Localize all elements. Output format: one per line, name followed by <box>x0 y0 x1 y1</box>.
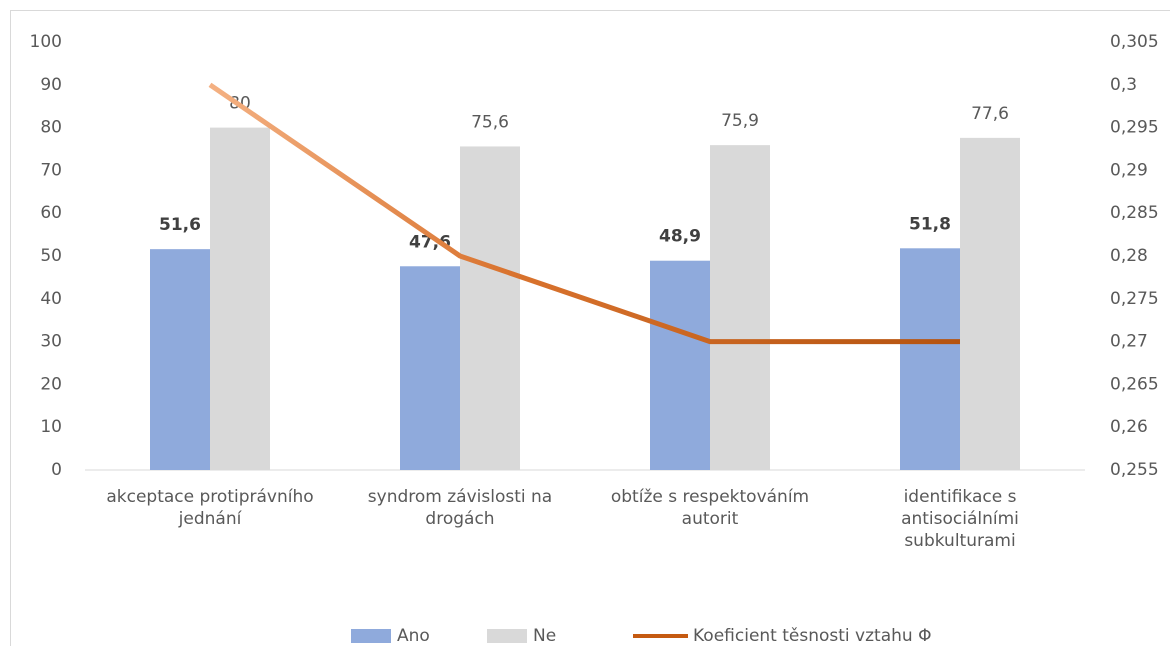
y2-tick-label: 0,295 <box>1110 118 1159 138</box>
legend-swatch <box>351 629 391 643</box>
bar <box>460 146 520 470</box>
y2-tick-label: 0,285 <box>1110 203 1159 223</box>
y-tick-label: 10 <box>40 417 62 437</box>
x-tick-label: syndrom závislosti na drogách <box>367 487 553 529</box>
bar <box>150 249 210 470</box>
y-tick-label: 40 <box>40 289 62 309</box>
y2-tick-label: 0,29 <box>1110 160 1148 180</box>
x-tick-label: identifikace s antisociálními subkultura… <box>901 487 1019 551</box>
y2-tick-label: 0,27 <box>1110 332 1148 352</box>
y2-tick-label: 0,305 <box>1110 32 1159 52</box>
data-label: 75,9 <box>721 111 759 131</box>
y-tick-label: 80 <box>40 118 62 138</box>
y-tick-label: 0 <box>51 460 62 480</box>
bar <box>210 127 270 470</box>
x-tick-label: akceptace protiprávního jednání <box>106 487 314 529</box>
legend-label: Koeficient těsnosti vztahu Φ <box>693 626 931 646</box>
x-tick-label: obtíže s respektováním autorit <box>610 487 810 529</box>
bar <box>650 260 710 470</box>
y-tick-label: 30 <box>40 332 62 352</box>
data-label: 48,9 <box>659 227 701 247</box>
y-tick-label: 20 <box>40 374 62 394</box>
y2-tick-label: 0,28 <box>1110 246 1148 266</box>
bar <box>400 266 460 470</box>
legend-label: Ne <box>533 626 556 646</box>
y2-tick-label: 0,265 <box>1110 374 1159 394</box>
y2-tick-label: 0,26 <box>1110 417 1148 437</box>
bar <box>900 248 960 470</box>
data-label: 75,6 <box>471 112 509 132</box>
data-label: 51,6 <box>159 215 201 235</box>
y-tick-label: 70 <box>40 160 62 180</box>
y-tick-label: 50 <box>40 246 62 266</box>
y-tick-label: 90 <box>40 75 62 95</box>
y2-tick-label: 0,275 <box>1110 289 1159 309</box>
y2-tick-label: 0,255 <box>1110 460 1159 480</box>
bar <box>710 145 770 470</box>
chart-border <box>10 10 1170 646</box>
y-tick-label: 60 <box>40 203 62 223</box>
y2-tick-label: 0,3 <box>1110 75 1137 95</box>
data-label: 77,6 <box>971 104 1009 124</box>
data-label: 51,8 <box>909 214 951 234</box>
bar <box>960 137 1020 470</box>
y-tick-label: 100 <box>30 32 62 52</box>
data-label: 47,6 <box>409 232 451 252</box>
legend-swatch <box>487 629 527 643</box>
legend-label: Ano <box>397 626 430 646</box>
line-series <box>208 82 960 345</box>
